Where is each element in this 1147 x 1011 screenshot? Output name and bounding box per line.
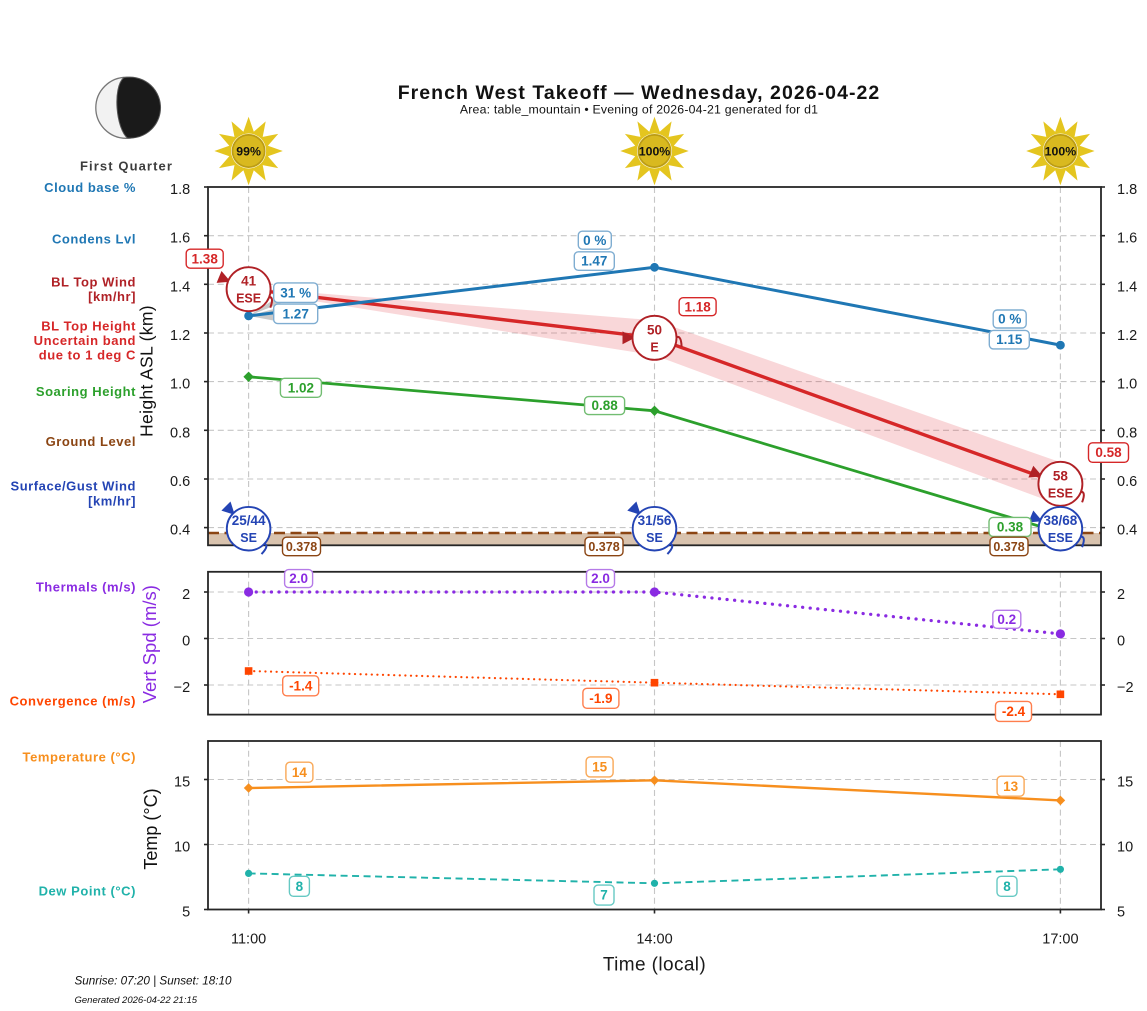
svg-text:10: 10 — [1117, 840, 1133, 856]
svg-text:due to 1 deg C: due to 1 deg C — [39, 348, 136, 363]
svg-text:10: 10 — [174, 840, 190, 856]
svg-text:SE: SE — [646, 531, 663, 545]
svg-text:1.18: 1.18 — [684, 299, 711, 314]
svg-text:Cloud base %: Cloud base % — [44, 180, 136, 195]
svg-text:1.47: 1.47 — [581, 254, 607, 269]
svg-text:Condens Lvl: Condens Lvl — [52, 232, 136, 247]
svg-text:1.38: 1.38 — [192, 251, 219, 266]
svg-text:Area: table_mountain • Evening: Area: table_mountain • Evening of 2026-0… — [460, 103, 818, 117]
svg-text:0.58: 0.58 — [1095, 445, 1122, 460]
svg-text:1.8: 1.8 — [170, 182, 190, 198]
svg-text:0.38: 0.38 — [997, 520, 1024, 535]
svg-text:0.8: 0.8 — [1117, 425, 1137, 441]
svg-text:Temp (°C): Temp (°C) — [141, 788, 161, 869]
svg-text:0.6: 0.6 — [170, 474, 190, 490]
svg-text:ESE: ESE — [1048, 486, 1073, 500]
svg-text:100%: 100% — [1045, 144, 1077, 158]
svg-text:Ground Level: Ground Level — [46, 434, 136, 449]
svg-text:0.378: 0.378 — [286, 540, 317, 554]
svg-text:1.4: 1.4 — [1117, 279, 1137, 295]
svg-text:-1.4: -1.4 — [289, 678, 313, 693]
svg-text:Height ASL (km): Height ASL (km) — [137, 305, 157, 437]
svg-text:Thermals (m/s): Thermals (m/s) — [36, 580, 136, 595]
svg-text:0.4: 0.4 — [170, 523, 190, 539]
svg-text:BL Top Height: BL Top Height — [41, 319, 136, 334]
svg-text:ESE: ESE — [236, 292, 261, 306]
svg-text:Uncertain band: Uncertain band — [34, 333, 136, 348]
svg-text:First Quarter: First Quarter — [80, 159, 173, 174]
svg-text:2: 2 — [182, 587, 190, 603]
svg-text:E: E — [650, 340, 658, 354]
svg-text:99%: 99% — [236, 144, 261, 158]
svg-text:1.2: 1.2 — [170, 328, 190, 344]
svg-text:5: 5 — [182, 905, 190, 921]
svg-text:8: 8 — [296, 879, 304, 894]
svg-text:1.27: 1.27 — [283, 306, 309, 321]
svg-text:15: 15 — [174, 775, 190, 791]
svg-text:31 %: 31 % — [280, 285, 311, 300]
svg-text:SE: SE — [240, 531, 257, 545]
svg-text:Surface/Gust Wind: Surface/Gust Wind — [10, 479, 136, 494]
svg-text:1.0: 1.0 — [170, 377, 190, 393]
svg-text:38/68: 38/68 — [1044, 513, 1078, 528]
svg-text:0.2: 0.2 — [997, 612, 1016, 627]
svg-text:41: 41 — [241, 274, 257, 289]
svg-text:Vert Spd (m/s): Vert Spd (m/s) — [139, 585, 160, 703]
svg-text:1.2: 1.2 — [1117, 328, 1137, 344]
svg-text:14: 14 — [292, 765, 308, 780]
svg-text:0 %: 0 % — [998, 312, 1021, 327]
svg-text:7: 7 — [600, 888, 608, 903]
svg-text:[km/hr]: [km/hr] — [88, 493, 136, 508]
svg-text:8: 8 — [1003, 879, 1011, 894]
svg-text:Dew Point (°C): Dew Point (°C) — [39, 884, 136, 899]
svg-text:Sunrise: 07:20 | Sunset: 18:10: Sunrise: 07:20 | Sunset: 18:10 — [75, 975, 233, 988]
svg-text:Generated 2026-04-22 21:15: Generated 2026-04-22 21:15 — [75, 995, 198, 1006]
svg-text:25/44: 25/44 — [232, 513, 266, 528]
svg-text:0.6: 0.6 — [1117, 474, 1137, 490]
svg-text:Temperature (°C): Temperature (°C) — [23, 750, 136, 765]
svg-text:13: 13 — [1003, 779, 1019, 794]
svg-text:0.88: 0.88 — [591, 398, 618, 413]
svg-text:1.02: 1.02 — [288, 380, 314, 395]
svg-text:50: 50 — [647, 322, 662, 337]
svg-text:−2: −2 — [1117, 680, 1134, 696]
svg-text:Time (local): Time (local) — [603, 955, 706, 976]
svg-text:[km/hr]: [km/hr] — [88, 289, 136, 304]
svg-text:-1.9: -1.9 — [589, 691, 612, 706]
svg-text:100%: 100% — [639, 144, 671, 158]
svg-text:0 %: 0 % — [583, 233, 606, 248]
svg-text:1.8: 1.8 — [1117, 182, 1137, 198]
svg-text:2.0: 2.0 — [289, 571, 308, 586]
svg-text:−2: −2 — [174, 680, 191, 696]
svg-text:0: 0 — [182, 634, 190, 650]
svg-text:1.0: 1.0 — [1117, 377, 1137, 393]
svg-text:French West Takeoff — Wednesda: French West Takeoff — Wednesday, 2026-04… — [398, 82, 881, 104]
svg-text:ESE: ESE — [1048, 531, 1073, 545]
svg-text:Soaring Height: Soaring Height — [36, 384, 136, 399]
svg-text:1.15: 1.15 — [996, 332, 1023, 347]
svg-text:31/56: 31/56 — [638, 513, 672, 528]
svg-text:0.378: 0.378 — [588, 540, 619, 554]
svg-text:BL Top Wind: BL Top Wind — [51, 275, 136, 290]
svg-text:2: 2 — [1117, 587, 1125, 603]
svg-text:17:00: 17:00 — [1042, 932, 1078, 948]
svg-text:0.378: 0.378 — [993, 540, 1024, 554]
svg-text:5: 5 — [1117, 905, 1125, 921]
svg-text:58: 58 — [1053, 468, 1069, 483]
svg-text:Convergence (m/s): Convergence (m/s) — [10, 694, 136, 709]
svg-text:14:00: 14:00 — [636, 932, 672, 948]
svg-text:2.0: 2.0 — [591, 571, 610, 586]
svg-text:11:00: 11:00 — [231, 932, 266, 948]
svg-text:1.4: 1.4 — [170, 279, 190, 295]
svg-text:-2.4: -2.4 — [1002, 704, 1026, 719]
svg-text:0: 0 — [1117, 634, 1125, 650]
svg-text:15: 15 — [1117, 775, 1133, 791]
svg-text:1.6: 1.6 — [1117, 231, 1137, 247]
svg-text:0.8: 0.8 — [170, 425, 190, 441]
svg-text:15: 15 — [592, 760, 608, 775]
svg-text:0.4: 0.4 — [1117, 523, 1137, 539]
svg-text:1.6: 1.6 — [170, 231, 190, 247]
